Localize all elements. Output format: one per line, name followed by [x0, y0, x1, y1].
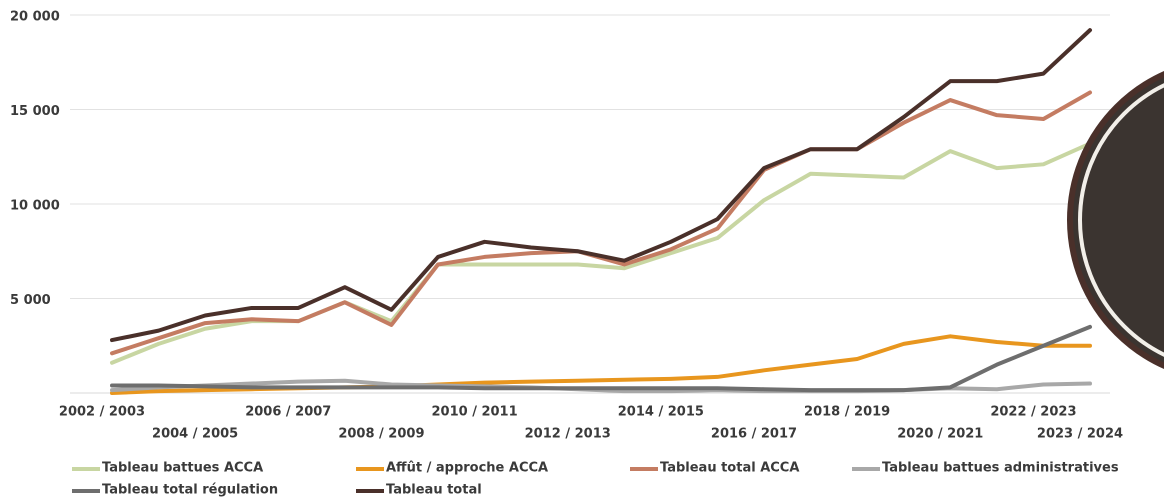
- chart: 5 000 10 000 15 000 20 000 2002 / 2003 2004 /…: [0, 0, 1164, 499]
- x-tick-label: 2014 / 2015: [618, 405, 704, 420]
- x-tick-label: 2012 / 2013: [525, 427, 611, 442]
- x-tick-label: 2008 / 2009: [338, 427, 424, 442]
- y-tick-label: 20 000: [10, 10, 60, 25]
- legend-label: Tableau total ACCA: [660, 461, 799, 476]
- x-tick-label: 2018 / 2019: [804, 405, 890, 420]
- plot: 5 000 10 000 15 000 20 000 2002 / 2003 2004 /…: [10, 10, 1123, 498]
- x-tick-label: 2022 / 2023: [990, 405, 1076, 420]
- photo-decoration: [1070, 60, 1164, 380]
- x-tick-label: 2023 / 2024: [1037, 427, 1123, 442]
- legend-label: Tableau battues administratives: [882, 461, 1119, 476]
- x-tick-label: 2004 / 2005: [152, 427, 238, 442]
- legend-label: Affût / approche ACCA: [386, 461, 548, 476]
- x-tick-label: 2016 / 2017: [711, 427, 797, 442]
- series-line: [112, 144, 1090, 363]
- legend-label: Tableau total: [386, 483, 482, 498]
- legend-label: Tableau battues ACCA: [102, 461, 263, 476]
- y-tick-label: 10 000: [10, 199, 60, 214]
- x-tick-label: 2010 / 2011: [431, 405, 517, 420]
- x-tick-label: 2006 / 2007: [245, 405, 331, 420]
- x-tick-label: 2020 / 2021: [897, 427, 983, 442]
- series-line: [112, 30, 1090, 340]
- x-tick-label: 2002 / 2003: [59, 405, 145, 420]
- series-line: [112, 92, 1090, 353]
- y-tick-label: 15 000: [10, 104, 60, 119]
- y-tick-label: 5 000: [10, 293, 51, 308]
- legend-label: Tableau total régulation: [102, 483, 278, 498]
